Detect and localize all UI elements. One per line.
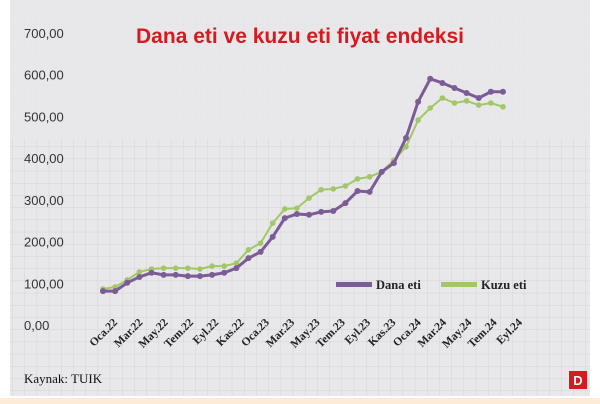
y-tick-label: 200,00 bbox=[24, 235, 64, 250]
data-point-kuzu-eti bbox=[136, 269, 143, 275]
data-point-kuzu-eti bbox=[403, 143, 409, 150]
data-point-dana-eti bbox=[112, 288, 119, 295]
source-note: Kaynak: TUIK bbox=[24, 371, 103, 386]
data-point-kuzu-eti bbox=[342, 183, 349, 189]
data-point-dana-eti bbox=[148, 269, 155, 276]
data-point-kuzu-eti bbox=[500, 103, 506, 110]
data-point-kuzu-eti bbox=[221, 263, 227, 269]
data-point-dana-eti bbox=[172, 271, 179, 278]
y-tick-label: 600,00 bbox=[24, 68, 64, 83]
data-point-dana-eti bbox=[342, 200, 349, 207]
data-point-kuzu-eti bbox=[209, 263, 215, 269]
logo-text: D bbox=[573, 373, 582, 388]
data-point-kuzu-eti bbox=[282, 206, 288, 212]
data-point-dana-eti bbox=[463, 89, 470, 96]
data-point-kuzu-eti bbox=[245, 247, 252, 253]
data-point-kuzu-eti bbox=[439, 95, 446, 101]
series-line-dana-eti bbox=[103, 77, 503, 293]
data-point-dana-eti bbox=[451, 84, 458, 91]
data-point-dana-eti bbox=[427, 75, 434, 82]
data-point-kuzu-eti bbox=[318, 186, 324, 193]
y-tick-label: 100,00 bbox=[24, 276, 64, 291]
data-point-kuzu-eti bbox=[427, 105, 434, 111]
y-tick-label: 300,00 bbox=[24, 193, 64, 208]
data-point-dana-eti bbox=[439, 79, 446, 86]
data-point-dana-eti bbox=[245, 255, 252, 262]
y-tick-label: 500,00 bbox=[24, 109, 64, 124]
data-point-kuzu-eti bbox=[475, 102, 482, 108]
data-point-dana-eti bbox=[499, 88, 506, 95]
data-point-dana-eti bbox=[184, 273, 191, 280]
data-point-kuzu-eti bbox=[366, 174, 373, 180]
bottom-strip bbox=[0, 398, 600, 404]
data-point-dana-eti bbox=[366, 188, 373, 195]
data-point-dana-eti bbox=[475, 94, 482, 101]
data-point-kuzu-eti bbox=[463, 98, 470, 104]
legend: Dana eti Kuzu eti bbox=[336, 278, 527, 292]
data-point-dana-eti bbox=[221, 269, 228, 276]
data-point-dana-eti bbox=[257, 248, 264, 255]
data-point-kuzu-eti bbox=[415, 117, 421, 123]
data-point-dana-eti bbox=[100, 288, 106, 295]
data-point-kuzu-eti bbox=[197, 266, 203, 272]
series-line-kuzu-eti bbox=[102, 96, 504, 291]
data-point-dana-eti bbox=[124, 279, 131, 286]
data-point-dana-eti bbox=[196, 273, 203, 280]
chart-title: Dana eti ve kuzu eti fiyat endeksi bbox=[136, 25, 464, 48]
data-point-dana-eti bbox=[160, 271, 167, 278]
data-point-dana-eti bbox=[306, 211, 313, 218]
data-point-kuzu-eti bbox=[330, 186, 337, 192]
y-tick-label: 0,00 bbox=[24, 318, 49, 333]
data-point-kuzu-eti bbox=[488, 100, 494, 106]
data-point-dana-eti bbox=[378, 168, 385, 175]
data-point-kuzu-eti bbox=[269, 220, 276, 226]
data-point-dana-eti bbox=[415, 98, 422, 105]
data-point-kuzu-eti bbox=[160, 265, 167, 271]
data-point-dana-eti bbox=[136, 273, 143, 280]
legend-swatch-kuzu bbox=[441, 282, 477, 287]
data-point-kuzu-eti bbox=[257, 240, 264, 246]
data-point-dana-eti bbox=[487, 88, 494, 95]
data-point-kuzu-eti bbox=[451, 100, 458, 106]
y-tick-label: 400,00 bbox=[24, 151, 64, 166]
legend-label-dana: Dana eti bbox=[376, 278, 421, 292]
data-point-dana-eti bbox=[354, 188, 361, 195]
data-point-dana-eti bbox=[390, 160, 397, 167]
data-point-dana-eti bbox=[293, 210, 300, 217]
data-point-kuzu-eti bbox=[294, 205, 300, 211]
legend-swatch-dana bbox=[336, 282, 372, 287]
data-point-dana-eti bbox=[269, 233, 276, 240]
data-point-kuzu-eti bbox=[233, 260, 240, 266]
data-point-kuzu-eti bbox=[172, 265, 179, 271]
data-point-dana-eti bbox=[209, 271, 216, 278]
y-tick-label: 700,00 bbox=[24, 26, 64, 41]
data-point-dana-eti bbox=[233, 265, 240, 272]
logo: D bbox=[569, 371, 587, 389]
data-point-dana-eti bbox=[281, 215, 288, 222]
data-point-dana-eti bbox=[403, 135, 409, 142]
data-point-kuzu-eti bbox=[185, 265, 191, 271]
data-point-kuzu-eti bbox=[354, 176, 361, 182]
data-point-kuzu-eti bbox=[306, 195, 312, 201]
data-point-dana-eti bbox=[330, 208, 337, 215]
data-point-dana-eti bbox=[318, 208, 325, 215]
legend-label-kuzu: Kuzu eti bbox=[481, 278, 527, 292]
